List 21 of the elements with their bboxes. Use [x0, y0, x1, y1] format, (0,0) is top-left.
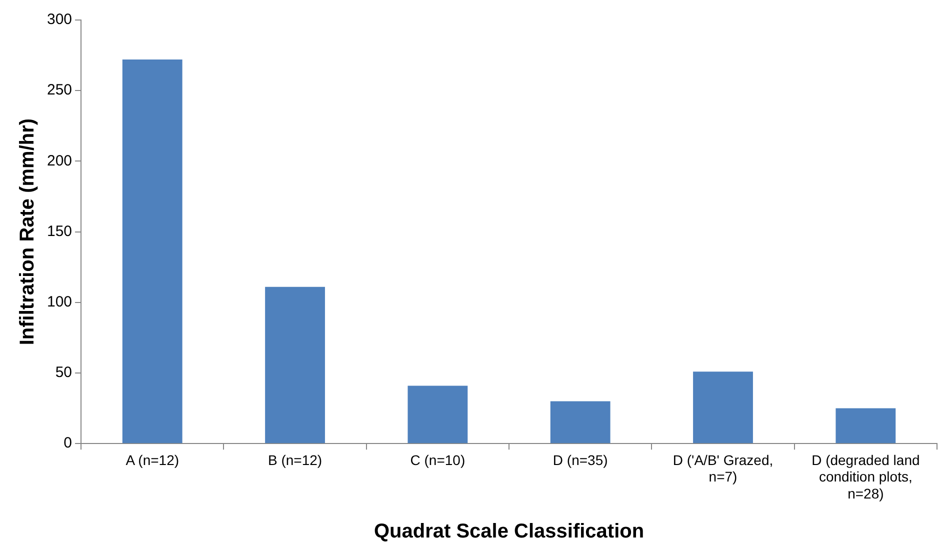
bar — [408, 386, 468, 444]
y-tick-label: 50 — [55, 364, 72, 382]
y-tick-label: 300 — [46, 11, 72, 28]
x-axis-title: Quadrat Scale Classification — [374, 520, 644, 543]
y-axis-title: Infiltration Rate (mm/hr) — [16, 118, 39, 346]
x-tick-label: B (n=12) — [268, 452, 322, 468]
bar — [122, 60, 182, 444]
y-tick-label: 100 — [46, 294, 72, 311]
x-tick-label: C (n=10) — [410, 452, 466, 468]
y-tick-label: 0 — [64, 434, 72, 452]
x-tick-label: D (n=35) — [552, 452, 608, 468]
y-tick-label: 200 — [46, 152, 72, 170]
y-tick-label: 250 — [46, 82, 72, 99]
bar — [836, 408, 896, 444]
x-tick-label: D ('A/B' Grazed, n=7) — [672, 452, 774, 485]
y-tick-label: 150 — [46, 222, 72, 240]
bar — [693, 372, 753, 444]
x-tick-label: A (n=12) — [126, 452, 180, 468]
x-tick-label: D (degraded land condition plots, n=28) — [812, 452, 920, 502]
bar — [265, 286, 325, 444]
bar — [550, 401, 610, 444]
